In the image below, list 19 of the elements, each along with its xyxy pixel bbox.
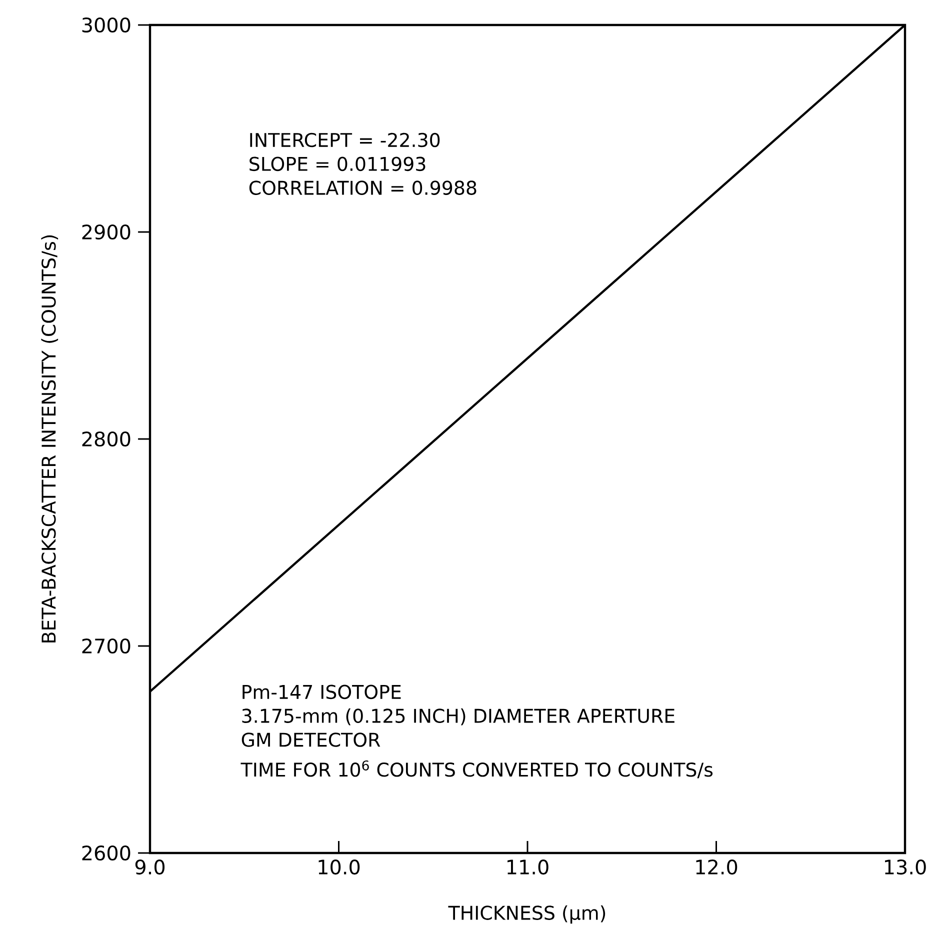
annotation: TIME FOR 10$^{6}$ COUNTS CONVERTED TO COUNTS/s bbox=[240, 760, 713, 778]
y-tick-label: 3000 bbox=[82, 17, 130, 33]
x-tick-label: 12.0 bbox=[696, 860, 738, 875]
x-axis-title: THICKNESS (µm) bbox=[448, 905, 606, 924]
annotation: Pm-147 ISOTOPE bbox=[242, 684, 401, 700]
y-tick-label: 2700 bbox=[82, 638, 130, 654]
annotation: INTERCEPT = -22.30 bbox=[250, 132, 440, 148]
annotation: SLOPE = 0.011993 bbox=[250, 156, 426, 172]
x-tick-label: 11.0 bbox=[508, 860, 548, 875]
y-axis-title: BETA-BACKSCATTER INTENSITY (COUNTS/s) bbox=[41, 235, 58, 642]
y-tick-label: 2600 bbox=[82, 846, 130, 861]
annotation: GM DETECTOR bbox=[242, 732, 380, 747]
annotation: 3.175-mm (0.125 INCH) DIAMETER APERTURE bbox=[242, 708, 674, 726]
x-tick-label: 9.0 bbox=[135, 860, 165, 875]
annotation: CORRELATION = 0.9988 bbox=[249, 180, 476, 196]
x-tick-label: 13.0 bbox=[885, 860, 926, 875]
y-tick-label: 2800 bbox=[82, 432, 130, 447]
y-tick-label: 2900 bbox=[82, 224, 130, 240]
x-tick-label: 10.0 bbox=[318, 860, 360, 875]
